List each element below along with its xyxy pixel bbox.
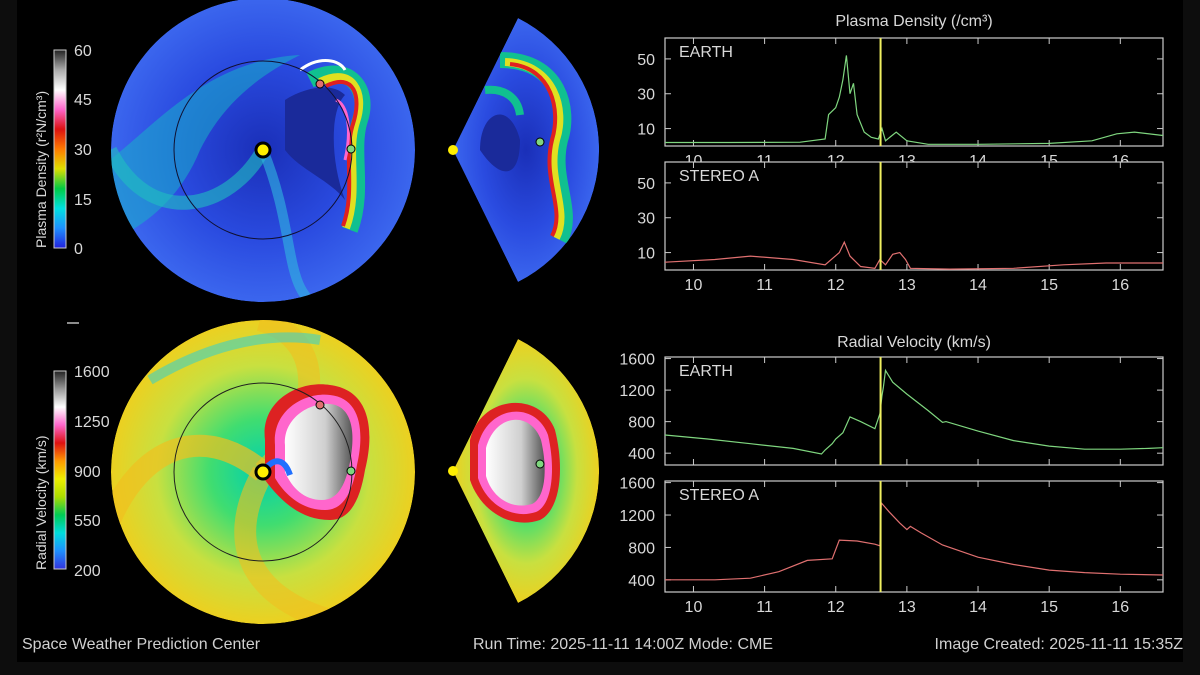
- y-tick-label: 1600: [619, 476, 655, 493]
- panel-label: EARTH: [679, 44, 733, 61]
- velocity-colorbar: 1600 1250 900 550 200 Radial Velocity (k…: [33, 364, 110, 580]
- chart-frame: [664, 480, 1164, 593]
- y-tick-label: 30: [637, 87, 655, 104]
- x-tick-label: 12: [827, 599, 845, 616]
- y-tick-label: 800: [628, 540, 655, 557]
- x-tick-label: 16: [1111, 277, 1129, 294]
- y-tick-label: 400: [628, 446, 655, 463]
- y-tick-label: 50: [637, 176, 655, 193]
- footer-image-created: Image Created: 2025-11-11 15:35Z: [934, 636, 1183, 653]
- colorbar-tick: 1250: [74, 414, 110, 431]
- chart-panel: STEREO A 10 30 50 10 11 12 13 14 15 16: [637, 161, 1164, 294]
- panel-label: STEREO A: [679, 487, 759, 504]
- chart-frame: [664, 161, 1164, 271]
- x-tick-label: 15: [1040, 277, 1058, 294]
- x-tick-label: 10: [685, 599, 703, 616]
- x-tick-label: 14: [969, 277, 987, 294]
- chart-panel: Radial Velocity (km/s) EARTH 400 800 1200 160…: [619, 334, 1164, 466]
- colorbar-tick: 45: [74, 92, 92, 109]
- sun-marker: [448, 145, 458, 155]
- x-tick-label: 13: [898, 599, 916, 616]
- velocity-colorbar-label: Radial Velocity (km/s): [33, 435, 49, 570]
- chart-title: Radial Velocity (km/s): [837, 334, 991, 351]
- time-series-charts: Plasma Density (/cm³) EARTH 10 30 50 10 11 12 13…: [619, 13, 1164, 616]
- colorbar-tick: 60: [74, 43, 92, 60]
- y-tick-label: 400: [628, 573, 655, 590]
- footer-organization: Space Weather Prediction Center: [22, 636, 261, 653]
- x-tick-label: 12: [827, 277, 845, 294]
- x-tick-label: 15: [1040, 599, 1058, 616]
- velocity-colorbar-gradient: [53, 370, 67, 570]
- x-tick-label: 11: [756, 599, 773, 616]
- earth-marker: [346, 144, 356, 154]
- y-tick-label: 1600: [619, 352, 655, 369]
- earth-marker: [346, 466, 356, 476]
- footer-run-time: Run Time: 2025-11-11 14:00Z Mode: CME: [473, 636, 773, 653]
- colorbar-tick: 550: [74, 513, 101, 530]
- x-tick-label: 11: [756, 277, 773, 294]
- y-tick-label: 30: [637, 211, 655, 228]
- y-tick-label: 10: [637, 122, 655, 139]
- y-tick-label: 10: [637, 246, 655, 263]
- earth-marker: [535, 137, 545, 147]
- density-meridional-wedge: [453, 18, 600, 282]
- panel-label: STEREO A: [679, 168, 759, 185]
- simulation-maps: 60 45 30 15 0 Plasma Density (r²N/cm³) 1…: [33, 0, 600, 624]
- velocity-meridional-wedge: [453, 339, 600, 603]
- chart-frame: [664, 356, 1164, 466]
- chart-title: Plasma Density (/cm³): [835, 13, 992, 30]
- sun-marker: [254, 141, 272, 159]
- stereo-a-marker: [315, 79, 325, 89]
- colorbar-tick: 15: [74, 192, 92, 209]
- x-tick-label: 14: [969, 599, 987, 616]
- sun-marker: [448, 466, 458, 476]
- series-line: [664, 368, 1164, 455]
- colorbar-tick: 1600: [74, 364, 110, 381]
- y-tick-label: 1200: [619, 383, 655, 400]
- colorbar-tick: 200: [74, 563, 101, 580]
- y-tick-label: 800: [628, 415, 655, 432]
- panel-label: EARTH: [679, 363, 733, 380]
- density-colorbar: 60 45 30 15 0 Plasma Density (r²N/cm³): [33, 43, 92, 258]
- sun-marker: [254, 463, 272, 481]
- chart-frame: [664, 37, 1164, 147]
- colorbar-tick: 30: [74, 142, 92, 159]
- series-line: [665, 55, 1164, 145]
- y-tick-label: 50: [637, 52, 655, 69]
- x-tick-label: 16: [1111, 599, 1129, 616]
- x-tick-label: 13: [898, 277, 916, 294]
- colorbar-tick: 0: [74, 241, 83, 258]
- x-tick-label: 10: [685, 277, 703, 294]
- earth-marker: [535, 459, 545, 469]
- series-line: [665, 501, 1164, 581]
- chart-panel: STEREO A 400 800 1200 1600 10 11 12 13 14 15 16: [619, 476, 1164, 616]
- colorbar-tick: 900: [74, 464, 101, 481]
- y-tick-label: 1200: [619, 508, 655, 525]
- chart-panel: Plasma Density (/cm³)EARTH10305010111213…: [637, 13, 1164, 170]
- density-colorbar-gradient: [53, 49, 67, 249]
- density-colorbar-label: Plasma Density (r²N/cm³): [33, 91, 49, 248]
- stereo-a-marker: [315, 400, 325, 410]
